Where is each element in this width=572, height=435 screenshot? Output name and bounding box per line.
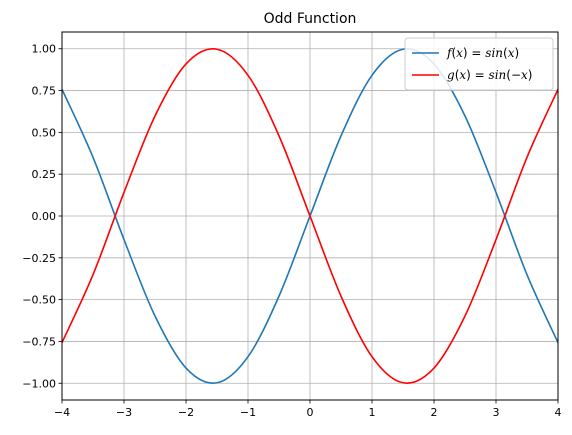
y-tick-label: 1.00 bbox=[32, 43, 57, 56]
ticks: −4 −3 −2 −1 0 1 2 3 4 −1.00 −0.75 −0.50 −0.25 0.00 0.2… bbox=[22, 43, 561, 419]
y-tick-label: −0.50 bbox=[22, 294, 56, 307]
y-tick-label: 0.00 bbox=[32, 210, 57, 223]
legend-label-part: (− bbox=[506, 68, 521, 82]
legend-label-part: f bbox=[446, 46, 454, 60]
legend-label-part: ( bbox=[455, 68, 460, 82]
legend-label-part: x bbox=[459, 68, 466, 82]
legend-label-part: ) = bbox=[466, 68, 488, 82]
x-tick-label: −1 bbox=[240, 406, 256, 419]
legend-label-part: ) = bbox=[463, 46, 485, 60]
legend-box bbox=[404, 37, 554, 91]
legend-label-part: sin bbox=[485, 46, 503, 60]
x-tick-label: 2 bbox=[431, 406, 438, 419]
legend-label-1: g(x) = sin(−x) bbox=[447, 68, 532, 82]
x-tick-label: −4 bbox=[54, 406, 70, 419]
series-line-1 bbox=[62, 48, 558, 384]
x-tick-label: 3 bbox=[493, 406, 500, 419]
x-tick-label: 0 bbox=[307, 406, 314, 419]
y-tick-label: −0.25 bbox=[22, 252, 56, 265]
y-tick-label: 0.25 bbox=[32, 168, 57, 181]
x-tick-label: −2 bbox=[178, 406, 194, 419]
legend-label-part: ( bbox=[503, 46, 508, 60]
legend-label-part: ) bbox=[515, 46, 520, 60]
legend-label-part: sin bbox=[489, 68, 507, 82]
y-tick-label: 0.50 bbox=[32, 126, 57, 139]
x-tick-label: 4 bbox=[555, 406, 562, 419]
legend-label-part: g bbox=[447, 68, 455, 82]
y-tick-label: 0.75 bbox=[32, 85, 57, 98]
legend-label-part: x bbox=[456, 46, 463, 60]
chart-title: Odd Function bbox=[264, 11, 357, 27]
legend-label-part: ( bbox=[451, 46, 456, 60]
legend-label-part: ) bbox=[528, 68, 533, 82]
legend-label-part: x bbox=[508, 46, 515, 60]
y-tick-label: −1.00 bbox=[22, 377, 56, 390]
y-tick-label: −0.75 bbox=[22, 335, 56, 348]
legend-label-0: f(x) = sin(x) bbox=[446, 46, 519, 60]
x-tick-label: −3 bbox=[116, 406, 132, 419]
x-tick-label: 1 bbox=[369, 406, 376, 419]
legend: f(x) = sin(x)g(x) = sin(−x) bbox=[404, 37, 554, 91]
legend-label-part: x bbox=[521, 68, 528, 82]
plot-lines bbox=[62, 48, 558, 384]
